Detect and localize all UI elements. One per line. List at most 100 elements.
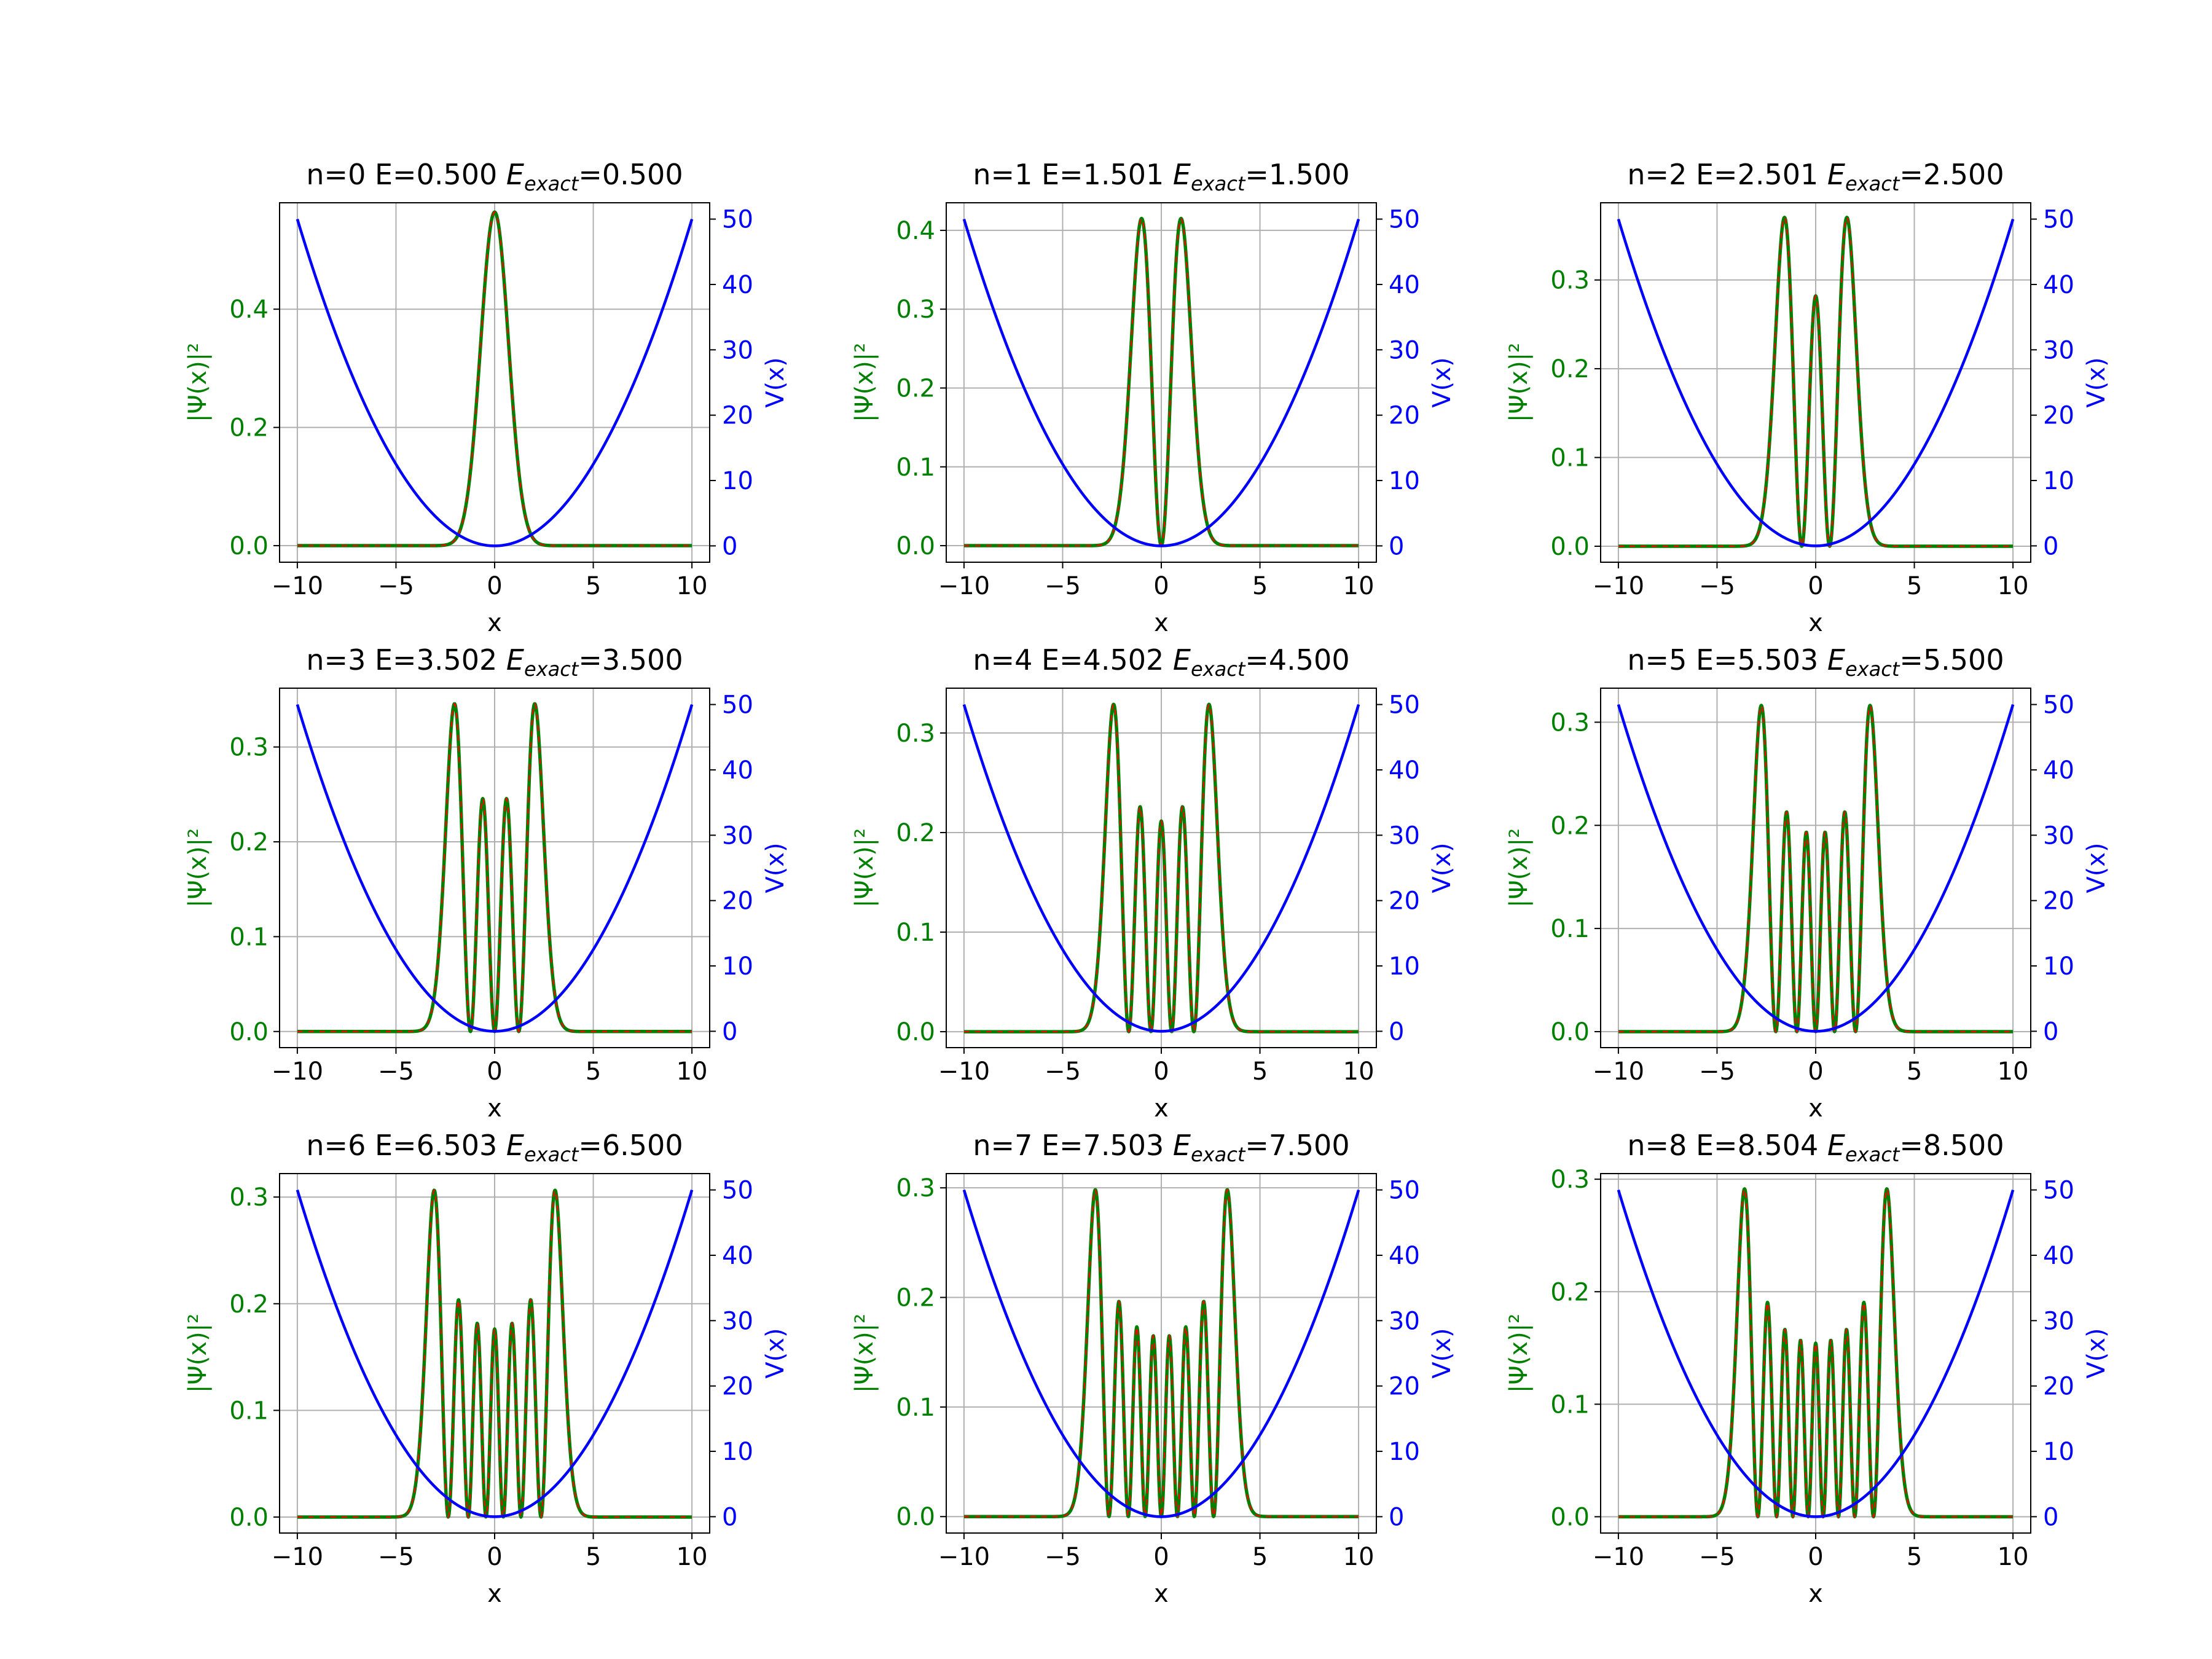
x-tick-label: 5	[1252, 1543, 1268, 1571]
x-tick-label: 0	[1808, 572, 1823, 600]
title-exact-symbol: E	[1827, 643, 1845, 677]
y-axis-label-left: |Ψ(x)|²	[850, 828, 879, 908]
y-right-tick-label: 50	[1389, 1177, 1420, 1205]
y-right-tick-label: 0	[722, 1018, 737, 1046]
y-right-tick-label: 50	[1389, 206, 1420, 234]
y-left-tick-label: 0.2	[1550, 812, 1590, 840]
psi-squared-exact-line	[297, 1189, 692, 1519]
plot-area	[296, 1188, 694, 1519]
y-axis-label-right: V(x)	[761, 357, 790, 407]
x-tick-label: 5	[1252, 572, 1268, 600]
title-exact-subscript: exact	[524, 1143, 579, 1166]
potential-line	[296, 704, 694, 1033]
y-right-tick-label: 50	[722, 1177, 753, 1205]
x-axis-label: x	[487, 1580, 502, 1608]
subplot-n5: −10 −5 0 5 10 0.0 0.1 0.2 0.3 0 10 20 30 40 50 x |Ψ(x)|²…	[1505, 643, 2111, 1123]
y-left-tick-label: 0.2	[229, 414, 269, 442]
x-tick-label: 5	[1907, 572, 1922, 600]
title-exact-value: =3.500	[578, 643, 683, 677]
y-right-tick-label: 0	[2043, 1018, 2058, 1046]
y-left-tick-label: 0.4	[229, 296, 269, 324]
y-left-tick-label: 0.3	[896, 1174, 935, 1202]
x-tick-label: −5	[1699, 1543, 1735, 1571]
y-left-tick-label: 0.1	[229, 923, 269, 951]
y-right-tick-label: 0	[722, 532, 737, 560]
subplot-title: n=3 E=3.502 Eexact=3.500	[306, 643, 683, 681]
y-right-tick-label: 10	[1389, 1438, 1420, 1466]
potential-line	[962, 218, 1360, 547]
y-left-tick-label: 0.3	[229, 1183, 269, 1212]
y-left-tick-label: 0.1	[1550, 444, 1590, 473]
y-left-tick-label: 0.0	[896, 532, 935, 560]
plot-area	[962, 1188, 1360, 1519]
title-energy: n=5 E=5.503	[1627, 643, 1827, 677]
subplot-n8: −10 −5 0 5 10 0.0 0.1 0.2 0.3 0 10 20 30 40 50 x |Ψ(x)|²…	[1505, 1129, 2111, 1608]
title-energy: n=0 E=0.500	[306, 158, 506, 191]
y-left-tick-label: 0.1	[1550, 1390, 1590, 1419]
title-exact-value: =0.500	[578, 158, 683, 191]
y-right-tick-label: 10	[2043, 467, 2074, 495]
x-axis-label: x	[1808, 1094, 1823, 1123]
y-right-tick-label: 30	[1389, 1307, 1420, 1335]
x-tick-label: −10	[272, 572, 323, 600]
y-axis-label-left: |Ψ(x)|²	[1505, 1314, 1533, 1393]
title-exact-value: =4.500	[1245, 643, 1349, 677]
y-right-tick-label: 30	[722, 336, 753, 364]
y-right-tick-label: 30	[2043, 336, 2074, 364]
title-energy: n=3 E=3.502	[306, 643, 506, 677]
title-exact-subscript: exact	[1191, 1143, 1246, 1166]
potential-line	[1617, 1189, 2015, 1518]
title-exact-subscript: exact	[524, 657, 579, 681]
subplot-title: n=1 E=1.501 Eexact=1.500	[973, 158, 1349, 195]
y-axis-label-right: V(x)	[1428, 1328, 1456, 1378]
title-energy: n=2 E=2.501	[1627, 158, 1827, 191]
x-tick-label: −5	[1699, 572, 1735, 600]
y-left-tick-label: 0.0	[229, 1504, 269, 1532]
y-right-tick-label: 20	[2043, 1373, 2074, 1401]
y-right-tick-label: 20	[722, 1373, 753, 1401]
y-left-tick-label: 0.0	[896, 1503, 935, 1531]
y-right-tick-label: 0	[1389, 1503, 1404, 1531]
title-exact-symbol: E	[1827, 1129, 1845, 1162]
x-tick-label: −10	[938, 1057, 990, 1086]
subplot-n3: −10 −5 0 5 10 0.0 0.1 0.2 0.3 0 10 20 30 40 50 x |Ψ(x)|²…	[184, 643, 790, 1123]
y-right-tick-label: 30	[2043, 1307, 2074, 1335]
y-axis-label-right: V(x)	[761, 1328, 790, 1378]
title-exact-symbol: E	[506, 158, 524, 191]
y-axis-label-right: V(x)	[761, 842, 790, 893]
y-left-tick-label: 0.2	[229, 828, 269, 857]
y-right-tick-label: 20	[2043, 402, 2074, 430]
y-axis-label-right: V(x)	[1428, 357, 1456, 407]
y-right-tick-label: 10	[2043, 1438, 2074, 1466]
subplot-title: n=4 E=4.502 Eexact=4.500	[973, 643, 1349, 681]
title-exact-subscript: exact	[524, 172, 579, 195]
y-right-tick-label: 40	[2043, 756, 2074, 785]
title-exact-value: =5.500	[1899, 643, 2004, 677]
y-right-tick-label: 40	[1389, 271, 1420, 299]
title-energy: n=8 E=8.504	[1627, 1129, 1827, 1162]
subplot-title: n=5 E=5.503 Eexact=5.500	[1627, 643, 2004, 681]
x-tick-label: −5	[378, 572, 414, 600]
title-exact-value: =8.500	[1899, 1129, 2004, 1162]
y-right-tick-label: 40	[722, 756, 753, 785]
title-exact-subscript: exact	[1191, 657, 1246, 681]
subplot-title: n=6 E=6.503 Eexact=6.500	[306, 1129, 683, 1166]
plot-area	[1617, 216, 2015, 548]
x-axis-label: x	[1154, 1094, 1169, 1123]
plot-area	[962, 216, 1360, 547]
y-left-tick-label: 0.0	[229, 532, 269, 560]
title-exact-value: =7.500	[1245, 1129, 1349, 1162]
x-tick-label: 10	[677, 1543, 708, 1571]
y-right-tick-label: 50	[2043, 206, 2074, 234]
y-left-tick-label: 0.2	[229, 1290, 269, 1319]
y-right-tick-label: 50	[1389, 691, 1420, 720]
y-axis-label-left: |Ψ(x)|²	[1505, 828, 1533, 908]
y-right-tick-label: 30	[1389, 822, 1420, 850]
x-tick-label: −10	[1593, 1543, 1644, 1571]
title-exact-symbol: E	[506, 1129, 524, 1162]
y-right-tick-label: 30	[722, 822, 753, 850]
y-left-tick-label: 0.2	[1550, 1278, 1590, 1306]
y-left-tick-label: 0.2	[896, 819, 935, 847]
plot-area	[296, 702, 694, 1033]
